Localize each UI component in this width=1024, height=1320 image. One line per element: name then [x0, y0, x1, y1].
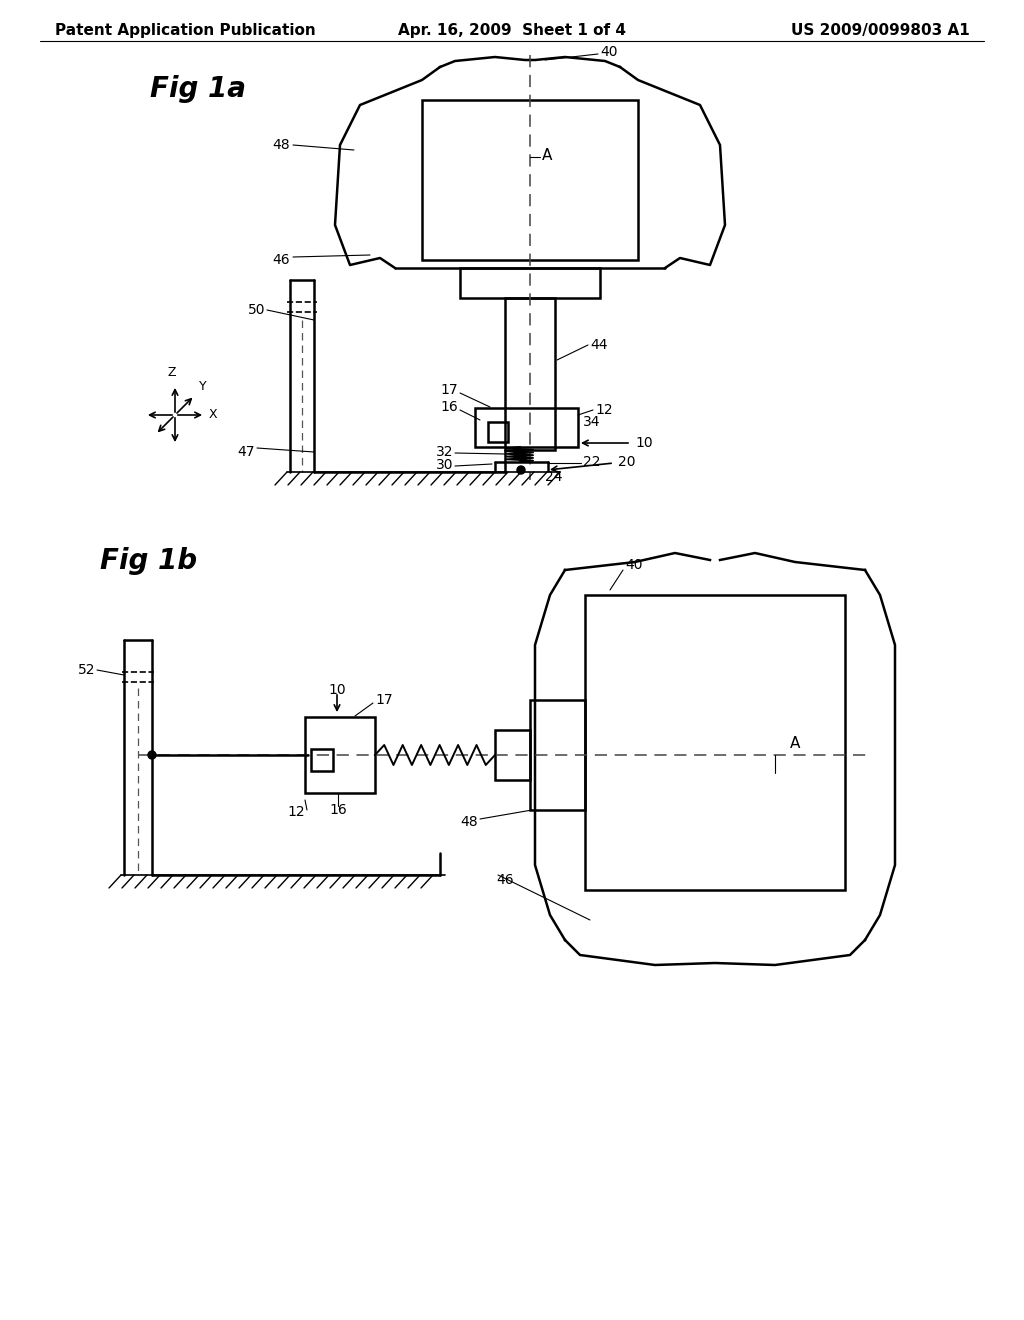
Text: 12: 12 — [595, 403, 612, 417]
Text: Z: Z — [168, 366, 176, 379]
Text: 10: 10 — [635, 436, 652, 450]
Text: 40: 40 — [600, 45, 617, 59]
Circle shape — [148, 751, 156, 759]
Bar — [475, 408, 578, 447]
Text: 46: 46 — [496, 873, 514, 887]
Text: 30: 30 — [435, 458, 453, 473]
Bar — [311, 748, 333, 771]
Bar — [460, 268, 600, 298]
Text: Y: Y — [199, 380, 206, 393]
Text: 52: 52 — [78, 663, 95, 677]
Text: 16: 16 — [329, 803, 347, 817]
Text: Apr. 16, 2009  Sheet 1 of 4: Apr. 16, 2009 Sheet 1 of 4 — [398, 22, 626, 38]
Text: US 2009/0099803 A1: US 2009/0099803 A1 — [792, 22, 970, 38]
Text: 44: 44 — [590, 338, 607, 352]
Text: 34: 34 — [583, 414, 600, 429]
Text: Fig 1b: Fig 1b — [100, 546, 198, 576]
Text: 40: 40 — [625, 558, 642, 572]
Text: 47: 47 — [238, 445, 255, 459]
Circle shape — [517, 466, 525, 474]
Bar — [505, 298, 555, 450]
Text: 10: 10 — [328, 682, 346, 697]
Bar — [585, 595, 845, 890]
Text: 17: 17 — [440, 383, 458, 397]
Text: A: A — [790, 735, 801, 751]
Text: 24: 24 — [545, 470, 562, 484]
Text: 46: 46 — [272, 253, 290, 267]
Bar — [305, 717, 375, 793]
Text: 50: 50 — [248, 304, 265, 317]
Text: 22: 22 — [583, 455, 600, 469]
Text: 48: 48 — [272, 139, 290, 152]
Text: Patent Application Publication: Patent Application Publication — [55, 22, 315, 38]
Text: X: X — [209, 408, 218, 421]
Bar — [422, 100, 638, 260]
Text: Fig 1a: Fig 1a — [150, 75, 246, 103]
Text: 12: 12 — [288, 805, 305, 818]
Bar — [530, 700, 585, 810]
Bar — [495, 730, 530, 780]
Text: 16: 16 — [440, 400, 458, 414]
Bar — [488, 422, 508, 442]
Text: 32: 32 — [435, 445, 453, 459]
Text: 20: 20 — [618, 455, 636, 469]
Text: A: A — [542, 148, 552, 162]
Text: 17: 17 — [375, 693, 392, 708]
Text: 48: 48 — [461, 814, 478, 829]
